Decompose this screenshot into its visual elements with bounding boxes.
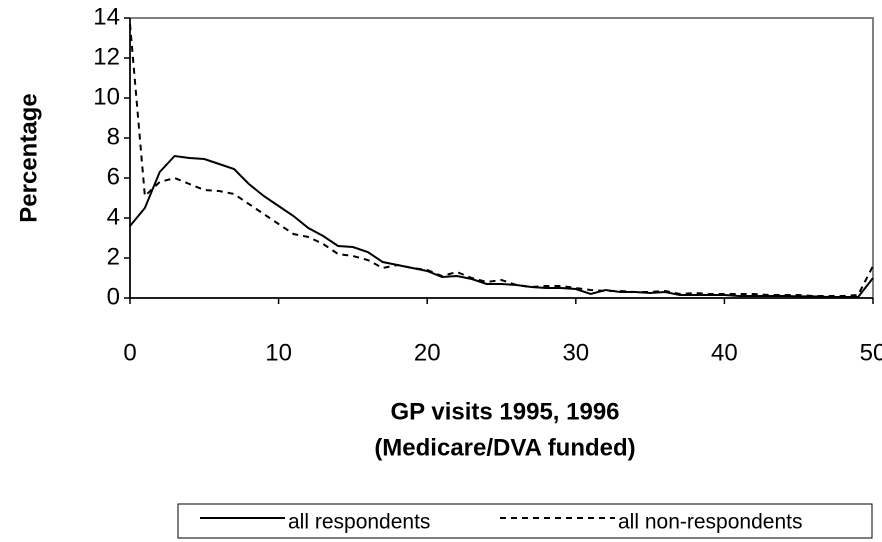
y-tick-label: 14 <box>93 3 120 30</box>
x-axis-label: (Medicare/DVA funded) <box>374 434 635 461</box>
x-tick-label: 50 <box>860 339 882 366</box>
x-tick-label: 10 <box>265 339 292 366</box>
x-tick-label: 20 <box>414 339 441 366</box>
data-line <box>129 154 874 298</box>
y-tick-label: 4 <box>107 203 120 230</box>
y-tick-label: 12 <box>93 43 120 70</box>
y-tick-label: 10 <box>93 83 120 110</box>
legend-box <box>177 503 873 539</box>
y-axis-label: Percentage <box>15 93 42 222</box>
y-tick-label: 0 <box>107 283 120 310</box>
y-tick-label: 2 <box>107 243 120 270</box>
x-tick-label: 0 <box>123 339 136 366</box>
y-tick-label: 8 <box>107 123 120 150</box>
x-axis-label: GP visits 1995, 1996 <box>390 398 619 425</box>
legend-label: all respondents <box>288 511 430 534</box>
x-tick-label: 30 <box>562 339 589 366</box>
data-line <box>129 23 874 297</box>
y-tick-label: 6 <box>107 163 120 190</box>
x-tick-label: 40 <box>711 339 738 366</box>
plot-frame <box>129 17 874 299</box>
legend-label: all non-respondents <box>618 511 802 534</box>
